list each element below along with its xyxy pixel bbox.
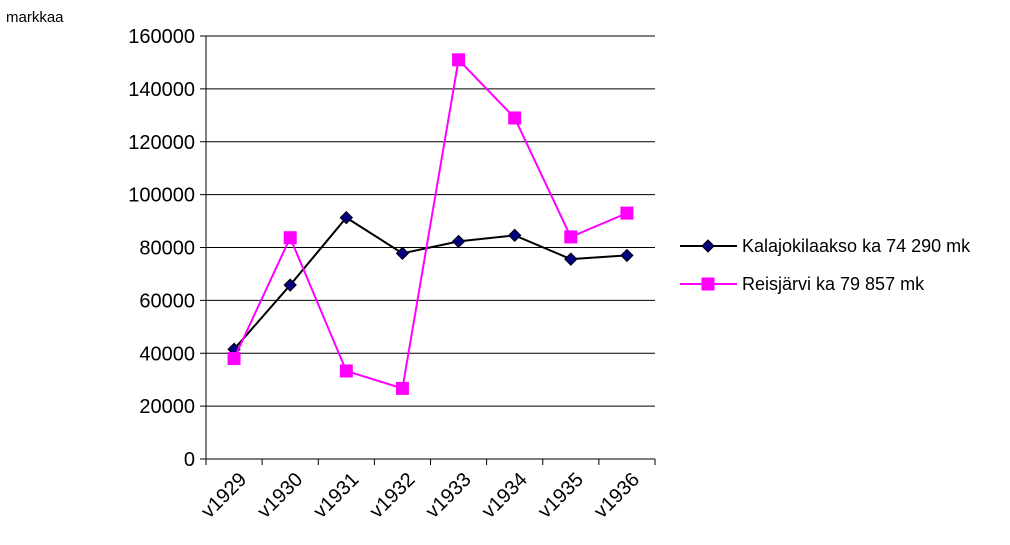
legend-marker	[701, 277, 715, 291]
legend: Kalajokilaakso ka 74 290 mk Reisjärvi ka …	[680, 236, 971, 294]
x-tick-label: v1935	[534, 469, 588, 523]
series-line	[233, 216, 628, 350]
x-tick-label: v1936	[590, 469, 644, 523]
series-2	[227, 53, 634, 395]
data-point	[227, 352, 241, 366]
y-tick-label: 160000	[128, 26, 195, 48]
legend-entry: Kalajokilaakso ka 74 290 mk	[680, 236, 971, 256]
data-point	[283, 231, 297, 245]
axes	[200, 35, 656, 465]
y-tick-label: 40000	[139, 343, 195, 365]
y-tick-label: 100000	[128, 185, 195, 207]
x-tick-label: v1931	[309, 469, 363, 523]
data-point	[451, 234, 466, 249]
y-tick-label: 20000	[139, 396, 195, 418]
y-axis-tick-labels: 0 20000 40000 60000 80000 100000 120000 140000 1…	[128, 26, 195, 471]
y-tick-label: 120000	[128, 132, 195, 154]
x-tick-label: v1932	[365, 469, 419, 523]
x-tick-label: v1934	[478, 469, 532, 523]
gridlines	[206, 35, 655, 407]
data-point	[620, 248, 634, 263]
y-tick-label: 0	[184, 449, 195, 471]
x-tick-label: v1930	[253, 469, 307, 523]
y-axis-unit-label: markkaa	[6, 9, 64, 26]
data-point	[564, 230, 578, 244]
data-point	[507, 228, 522, 243]
data-point	[339, 364, 353, 378]
y-tick-label: 140000	[128, 79, 195, 101]
data-point	[620, 206, 634, 220]
data-point	[395, 381, 409, 395]
data-point	[452, 53, 466, 67]
data-series	[227, 53, 634, 395]
data-point	[339, 210, 354, 225]
data-point	[283, 278, 297, 292]
x-tick-label: v1933	[422, 469, 476, 523]
legend-label: Reisjärvi ka 79 857 mk	[742, 274, 925, 294]
data-point	[508, 111, 522, 125]
legend-label: Kalajokilaakso ka 74 290 mk	[742, 236, 971, 256]
data-point	[395, 246, 410, 261]
y-tick-label: 60000	[139, 290, 195, 312]
x-tick-label: v1929	[197, 469, 251, 523]
series-line	[233, 57, 628, 390]
x-axis-tick-labels: v1929 v1930 v1931 v1932 v1933 v1934 v1935 v1936	[197, 469, 644, 523]
y-tick-label: 80000	[139, 238, 195, 260]
legend-marker	[701, 239, 715, 253]
data-point	[564, 252, 578, 266]
legend-entry: Reisjärvi ka 79 857 mk	[680, 274, 925, 294]
